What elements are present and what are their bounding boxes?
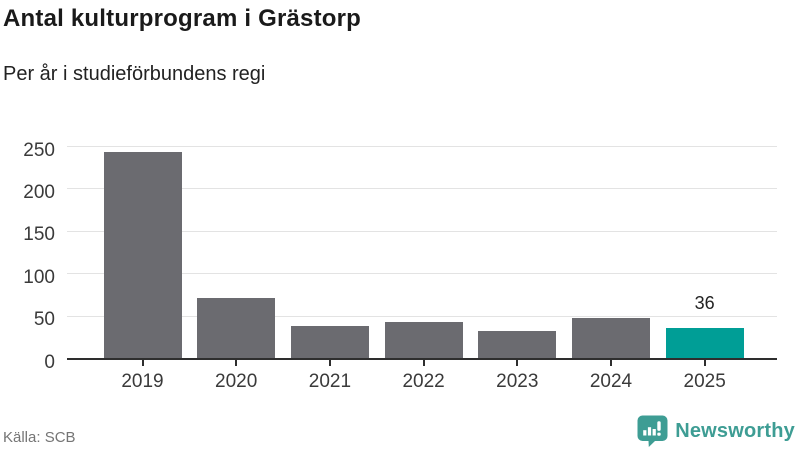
chart-subtitle: Per år i studieförbundens regi [3, 63, 266, 85]
x-axis-tick [235, 360, 238, 366]
gridline-200 [67, 188, 777, 190]
x-axis-tick-label: 2021 [308, 371, 352, 392]
x-axis-tick-label: 2020 [215, 371, 258, 392]
y-axis-tick-label: 0 [44, 351, 55, 373]
gridline-150 [67, 230, 777, 232]
y-axis-tick-label: 50 [33, 309, 55, 331]
bar-2023 [478, 330, 557, 358]
x-axis-tick [516, 360, 519, 366]
x-axis-tick-label: 2024 [589, 371, 633, 392]
x-axis-tick-label: 2019 [121, 371, 164, 392]
x-axis-line [67, 357, 777, 360]
gridline-50 [67, 315, 777, 317]
source-note: Källa: SCB [3, 429, 76, 446]
y-axis-tick-label: 150 [23, 224, 55, 246]
chart-title: Antal kulturprogram i Grästorp [3, 5, 362, 32]
gridline-250 [67, 146, 777, 147]
x-axis-tick [610, 360, 612, 366]
y-axis-tick-label: 200 [23, 181, 55, 203]
x-axis-tick [703, 360, 706, 366]
x-axis-tick [328, 360, 331, 366]
bar-2022 [384, 322, 463, 358]
newsworthy-wordmark: Newsworthy [675, 419, 795, 442]
x-axis-tick-label: 2025 [683, 371, 726, 392]
newsworthy-chart-bubble-icon [637, 415, 668, 447]
highlight-value-label: 36 [694, 293, 715, 313]
gridline-100 [67, 273, 777, 275]
bar-2025 [665, 327, 744, 358]
x-axis-tick-label: 2023 [496, 371, 539, 392]
newsworthy-logo: Newsworthy [637, 415, 795, 447]
y-axis-tick-label: 100 [23, 266, 55, 288]
x-axis-tick [422, 360, 425, 366]
y-axis-tick-label: 250 [23, 139, 55, 161]
bar-2021 [290, 325, 369, 358]
bar-2024 [572, 318, 650, 358]
x-axis-tick [141, 360, 144, 366]
bar-2020 [197, 297, 276, 358]
bar-2019 [103, 151, 182, 358]
x-axis-tick-label: 2022 [402, 371, 445, 392]
